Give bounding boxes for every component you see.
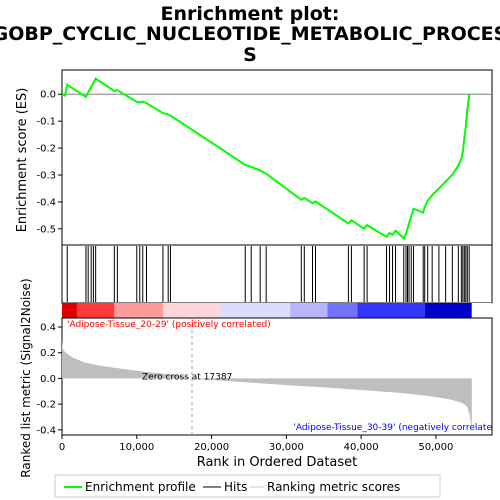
es-y-tick-label: -0.1 — [36, 117, 56, 128]
title-line-1: Enrichment plot: — [161, 3, 340, 25]
x-tick-label: 20,000 — [194, 442, 229, 453]
hit-lines — [66, 246, 470, 302]
legend-es-label: Enrichment profile — [85, 480, 196, 494]
heatbar-band — [76, 303, 115, 318]
title-line-2: GOBP_CYCLIC_NUCLEOTIDE_METABOLIC_PROCES — [0, 23, 500, 45]
legend: Enrichment profile Hits Ranking metric s… — [54, 474, 441, 498]
hits-panel — [61, 244, 493, 304]
es-curve — [61, 77, 471, 240]
es-panel: 0.0 -0.1 -0.2 -0.3 -0.4 -0.5 Enrichment score… — [15, 69, 493, 246]
es-y-ticks: 0.0 -0.1 -0.2 -0.3 -0.4 -0.5 — [36, 90, 62, 235]
ranking-y-tick-label: 0.0 — [40, 374, 56, 385]
es-y-tick-label: -0.3 — [36, 171, 56, 182]
ranking-panel: 0.4 0.2 0.0 -0.2 -0.4 Zero cross at 17387 'A… — [19, 278, 493, 478]
heatbar-tail — [471, 303, 492, 318]
hits-panel-frame — [61, 244, 493, 304]
legend-hits-label: Hits — [224, 480, 247, 494]
es-y-tick-label: -0.2 — [36, 144, 56, 155]
heatbar-band — [114, 303, 163, 318]
x-tick-label: 40,000 — [344, 442, 379, 453]
ranking-y-tick-label: 0.4 — [40, 323, 56, 334]
title-line-3: S — [243, 44, 257, 66]
x-ticks: 0 10,000 20,000 30,000 40,000 50,000 — [59, 435, 453, 453]
ranking-y-tick-label: -0.2 — [36, 400, 56, 411]
ranking-ylabel: Ranked list metric (Signal2Noise) — [19, 278, 33, 477]
es-y-tick-label: 0.0 — [40, 90, 56, 101]
legend-frame — [54, 474, 441, 498]
heatbar-band — [424, 303, 472, 318]
heatbar — [62, 303, 492, 318]
ranking-y-ticks: 0.4 0.2 0.0 -0.2 -0.4 — [36, 323, 62, 436]
es-y-tick-label: -0.5 — [36, 224, 56, 235]
legend-ranking-label: Ranking metric scores — [267, 480, 400, 494]
x-tick-label: 10,000 — [119, 442, 154, 453]
heatbar-band — [327, 303, 358, 318]
ranking-y-tick-label: 0.2 — [40, 348, 56, 359]
heatbar-band — [62, 303, 77, 318]
heatbar-band — [219, 303, 291, 318]
heatbar-band — [162, 303, 220, 318]
x-tick-label: 30,000 — [269, 442, 304, 453]
es-ylabel: Enrichment score (ES) — [15, 88, 30, 233]
negative-class-label: 'Adipose-Tissue_30-39' (negatively corre… — [293, 423, 492, 433]
zero-cross-label: Zero cross at 17387 — [142, 372, 232, 382]
ranking-metric-area — [62, 339, 472, 428]
x-tick-label: 50,000 — [418, 442, 453, 453]
heatbar-band — [290, 303, 328, 318]
ranking-y-tick-label: -0.4 — [36, 425, 56, 436]
heatbar-band — [357, 303, 425, 318]
positive-class-label: 'Adipose-Tissue_20-29' (positively corre… — [67, 320, 271, 330]
x-tick-label: 0 — [59, 442, 65, 453]
es-y-tick-label: -0.4 — [36, 197, 56, 208]
x-axis-label: Rank in Ordered Dataset — [197, 455, 358, 470]
